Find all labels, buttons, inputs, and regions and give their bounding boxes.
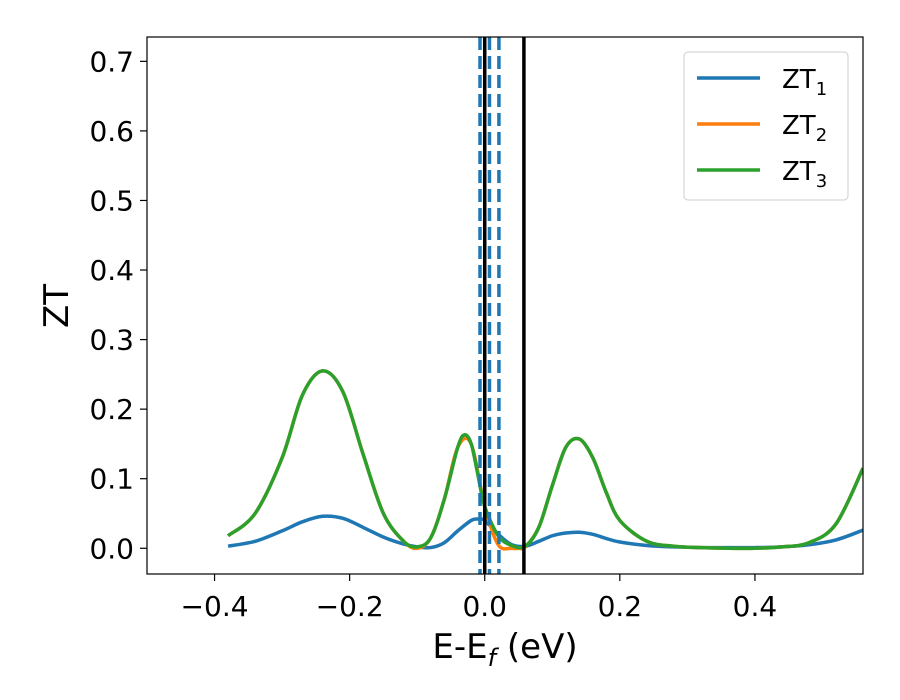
y-tick-label: 0.5 (89, 184, 134, 217)
x-axis-label: E-Ef (eV) (432, 627, 577, 672)
x-tick-label: 0.4 (733, 590, 778, 623)
series-layer (226, 369, 863, 551)
reference-lines (478, 37, 526, 574)
y-axis-ticks: 0.0 0.1 0.2 0.3 0.4 0.5 0.6 0.7 (89, 45, 147, 565)
y-tick-label: 0.7 (89, 45, 134, 78)
series-line-zt3 (226, 369, 863, 551)
y-tick-label: 0.2 (89, 393, 134, 426)
y-tick-label: 0.6 (89, 115, 134, 148)
series-line-zt2 (226, 369, 863, 551)
y-tick-label: 0.1 (89, 463, 134, 496)
x-axis-label-unit: (eV) (496, 627, 578, 667)
y-tick-label: 0.3 (89, 324, 134, 357)
x-tick-label: −0.2 (316, 590, 384, 623)
legend-label-zt2: ZT2 (782, 111, 827, 146)
x-tick-label: −0.4 (181, 590, 249, 623)
x-tick-label: 0.0 (462, 590, 507, 623)
legend-box (683, 51, 849, 201)
y-axis-label: ZT (37, 284, 77, 328)
x-tick-label: 0.2 (598, 590, 643, 623)
legend-label-zt3: ZT3 (782, 157, 827, 192)
x-axis-ticks: −0.4 −0.2 0.0 0.2 0.4 (181, 574, 778, 623)
series-line-zt1 (227, 514, 863, 550)
x-axis-label-main: E-E (432, 627, 487, 667)
y-tick-label: 0.0 (89, 532, 134, 565)
plot-frame (146, 36, 864, 575)
legend: ZT1 ZT2 ZT3 (683, 51, 849, 201)
legend-label-zt1: ZT1 (782, 65, 827, 100)
y-tick-label: 0.4 (89, 254, 134, 287)
legend-items: ZT1 ZT2 ZT3 (697, 65, 827, 192)
